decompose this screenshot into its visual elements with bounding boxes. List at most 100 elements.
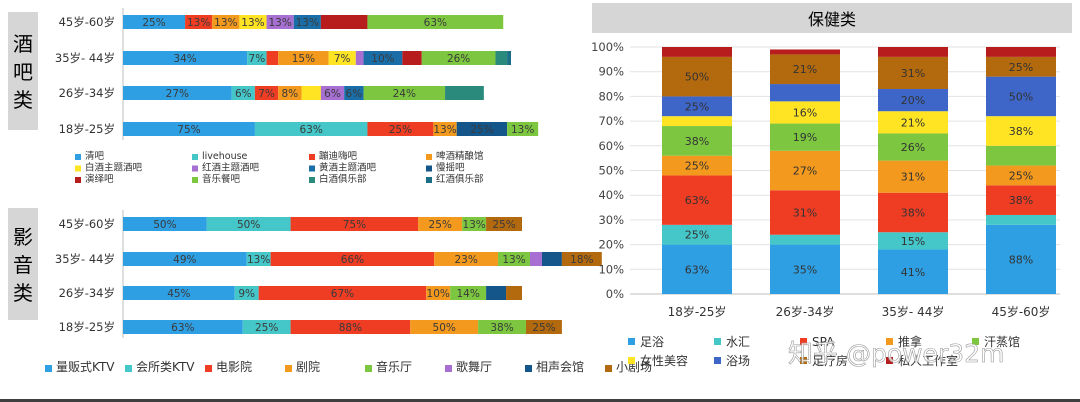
data-label: 13% [296, 17, 319, 29]
legend-swatch [192, 154, 198, 160]
category-label: 35岁- 44岁 [55, 252, 115, 266]
legend-swatch [75, 177, 81, 183]
legend-swatch [309, 154, 315, 160]
data-label: 27% [793, 165, 817, 178]
bar-segment [662, 126, 732, 156]
bar-segment [878, 56, 948, 89]
category-label: 35岁- 44岁 [55, 51, 115, 65]
y-tick-label: 100% [591, 40, 624, 54]
category-label: 26岁-34岁 [59, 86, 115, 100]
category-label: 26岁-34岁 [59, 286, 115, 300]
bar-segment [123, 252, 247, 266]
legend-label: 汗蒸馆 [984, 334, 1020, 349]
bar-segment [529, 252, 542, 266]
legend-label: 足疗房 [812, 353, 848, 368]
watermark: 知乎 @power32m [788, 339, 1004, 368]
data-label: 15% [292, 53, 315, 65]
data-label: 63% [171, 322, 194, 334]
bar-segment [290, 217, 419, 231]
bar-segment [986, 76, 1056, 117]
legend-swatch [628, 338, 635, 345]
bar-segment [478, 320, 526, 334]
bar-segment [525, 320, 562, 334]
legend-label: 推拿 [898, 334, 922, 349]
bar-segment [770, 84, 840, 102]
data-label: 20% [901, 94, 925, 107]
legend-swatch [285, 365, 292, 372]
legend-label: 量贩式KTV [56, 360, 115, 374]
x-tick-label: 45岁-60岁 [992, 304, 1051, 319]
bar-segment [986, 145, 1056, 166]
legend-swatch [426, 177, 432, 183]
data-label: 15% [901, 235, 925, 248]
legend-swatch [75, 154, 81, 160]
legend-swatch [205, 365, 212, 372]
bar-segment [770, 150, 840, 191]
legend-swatch [125, 365, 132, 372]
legend-swatch [972, 338, 979, 345]
data-label: 13% [268, 17, 291, 29]
bar-segment [185, 15, 213, 29]
y-tick-label: 70% [598, 114, 624, 128]
legend-swatch [800, 357, 807, 364]
bar-segment [234, 286, 259, 300]
data-label: 45% [167, 288, 190, 300]
panel-title-char: 类 [13, 88, 33, 112]
legend-label: 歌舞厅 [456, 359, 492, 374]
x-tick-label: 35岁- 44岁 [882, 304, 945, 319]
bar-segment [266, 15, 294, 29]
data-label: 25% [142, 17, 165, 29]
bar-segment [462, 217, 487, 231]
bar-segment [986, 116, 1056, 146]
data-label: 13% [433, 124, 456, 136]
data-label: 10% [371, 53, 394, 65]
bar-segment [986, 224, 1056, 294]
bar-segment [231, 86, 255, 100]
bar-segment [418, 217, 463, 231]
bar-segment [246, 252, 271, 266]
legend-label: 小剧场 [616, 360, 652, 374]
bar-segment [426, 286, 451, 300]
legend-label: SPA [812, 335, 835, 349]
data-label: 21% [901, 116, 925, 129]
bar-segment [270, 252, 435, 266]
bar-segment [293, 15, 321, 29]
panel-title-char: 吧 [13, 60, 33, 84]
legend-swatch [365, 365, 372, 372]
legend-label: 黄酒主题酒吧 [319, 162, 377, 174]
legend-swatch [886, 357, 893, 364]
data-label: 63% [685, 194, 709, 207]
data-label: 25% [470, 124, 493, 136]
data-label: 25% [685, 100, 709, 113]
data-label: 13% [214, 17, 237, 29]
data-label: 26% [447, 53, 470, 65]
data-label: 16% [793, 106, 817, 119]
data-label: 23% [454, 254, 477, 266]
chart-title: 保健类 [808, 10, 856, 29]
data-label: 10% [427, 288, 450, 300]
bar-segment [986, 165, 1056, 186]
legend-label: livehouse [202, 151, 248, 162]
y-tick-label: 40% [598, 188, 624, 202]
data-label: 75% [177, 124, 200, 136]
data-label: 50% [1009, 90, 1033, 103]
bar-segment [320, 15, 368, 29]
bar-segment [878, 133, 948, 161]
data-label: 24% [393, 88, 416, 100]
bar-segment [662, 96, 732, 117]
legend-label: 白酒主题酒吧 [85, 162, 143, 174]
legend-swatch [525, 365, 532, 372]
legend-swatch [886, 338, 893, 345]
bar-segment [770, 123, 840, 151]
data-label: 63% [300, 124, 323, 136]
data-label: 35% [793, 263, 817, 276]
legend-label: 相声会馆 [536, 359, 584, 374]
bar-segment [662, 47, 732, 57]
panel-title-char: 酒 [13, 32, 33, 56]
data-label: 13% [247, 254, 270, 266]
legend-label: 红酒主题酒吧 [202, 162, 260, 174]
legend-swatch [309, 177, 315, 183]
bar-segment [445, 86, 484, 100]
legend-swatch [75, 165, 81, 172]
